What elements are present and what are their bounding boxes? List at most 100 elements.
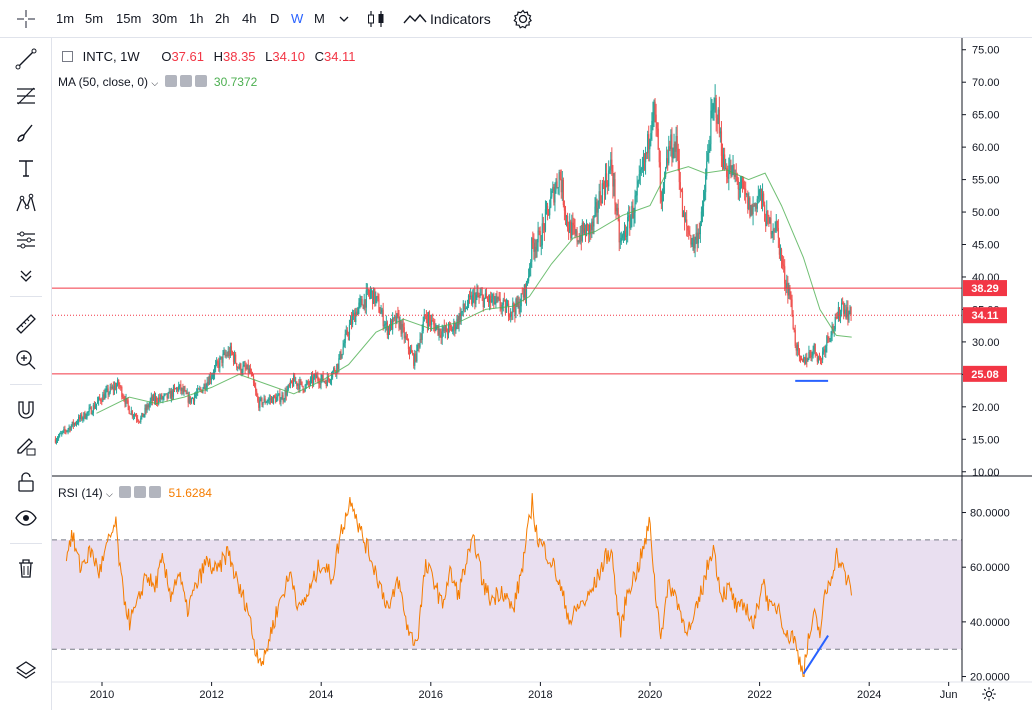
ruler-icon[interactable]: [12, 311, 40, 337]
candle-body: [163, 394, 165, 398]
candle-body: [541, 223, 543, 246]
close-icon[interactable]: [194, 75, 207, 87]
crosshair-icon[interactable]: [14, 7, 38, 36]
candle-body: [314, 374, 316, 378]
timeframe-1h[interactable]: 1h: [189, 11, 204, 26]
eye-toggle-icon[interactable]: [119, 486, 132, 498]
candle-body: [134, 415, 137, 417]
timeframe-m[interactable]: M: [314, 11, 325, 26]
timeframe-2h[interactable]: 2h: [215, 11, 230, 26]
timeframe-30m[interactable]: 30m: [152, 11, 178, 26]
timeframe-5m[interactable]: 5m: [85, 11, 104, 26]
candle-body: [63, 429, 65, 431]
layers-icon[interactable]: [12, 658, 40, 684]
candle-body: [425, 315, 427, 320]
candles-icon[interactable]: [366, 7, 386, 36]
candle-body: [400, 321, 402, 334]
eye-toggle-icon[interactable]: [164, 75, 177, 87]
trash-icon[interactable]: [12, 555, 40, 581]
unlock-icon[interactable]: [12, 469, 40, 495]
timeframe-4h[interactable]: 4h: [242, 11, 257, 26]
rsi-divergence-trendline[interactable]: [802, 634, 829, 675]
rsi-label[interactable]: RSI (14): [58, 486, 103, 500]
candle-body: [64, 429, 66, 431]
candle-body: [742, 182, 745, 189]
fib-tool-icon[interactable]: [12, 83, 40, 109]
candle-body: [339, 351, 341, 359]
rsi-axis[interactable]: 80.0000 60.0000 40.0000 20.0000: [962, 508, 1010, 684]
candle-body: [374, 288, 376, 303]
candle-body: [79, 416, 81, 419]
candle-body: [382, 309, 384, 326]
chevron-down-icon[interactable]: [336, 11, 352, 32]
chevron-down-icon[interactable]: ⌵: [151, 78, 159, 88]
candle-body: [764, 204, 766, 221]
gear-icon[interactable]: [511, 7, 535, 36]
candle-body: [296, 381, 298, 386]
timeframe-1m[interactable]: 1m: [56, 11, 75, 26]
candle-body: [716, 117, 718, 124]
ma-label[interactable]: MA (50, close, 0): [58, 75, 149, 89]
candle-body: [387, 327, 390, 336]
candle-body: [522, 294, 524, 298]
candle-body: [429, 320, 432, 325]
symbol-label[interactable]: INTC, 1W: [82, 49, 140, 64]
candle-body: [221, 356, 223, 363]
candle-body: [96, 401, 99, 404]
candle-body: [736, 176, 738, 181]
candle-body: [676, 136, 678, 149]
indicators-button[interactable]: Indicators: [430, 11, 491, 27]
candle-body: [677, 148, 679, 161]
chevron-double-down-icon[interactable]: [12, 262, 40, 288]
candle-body: [226, 354, 228, 356]
pattern-tool-icon[interactable]: [12, 191, 40, 217]
candle-body: [442, 326, 444, 332]
price-axis[interactable]: 75.0070.0065.0060.0055.0050.0045.0040.00…: [962, 45, 1000, 479]
candle-body: [386, 322, 388, 336]
indicators-icon[interactable]: [402, 7, 428, 36]
candle-body: [752, 205, 754, 215]
candle-body: [494, 301, 496, 305]
candle-body: [641, 167, 644, 169]
prediction-tool-icon[interactable]: [12, 227, 40, 253]
timeframe-d[interactable]: D: [270, 11, 280, 26]
candle-body: [393, 317, 395, 319]
candle-body: [480, 294, 482, 296]
lock-pencil-icon[interactable]: [12, 433, 40, 459]
candle-body: [745, 188, 747, 195]
zoom-in-icon[interactable]: [12, 347, 40, 373]
chevron-down-icon[interactable]: ⌵: [106, 489, 113, 499]
candle-body: [243, 365, 245, 367]
candle-body: [557, 187, 559, 189]
candle-body: [655, 114, 657, 123]
candle-body: [506, 303, 509, 306]
candle-body: [414, 353, 416, 366]
settings-icon[interactable]: [134, 486, 147, 498]
close-icon[interactable]: [149, 486, 162, 498]
settings-icon[interactable]: [179, 75, 192, 87]
candle-body: [719, 131, 721, 134]
candle-body: [295, 381, 297, 383]
text-tool-icon[interactable]: [12, 155, 40, 181]
timeframe-w[interactable]: W: [291, 11, 304, 26]
time-axis[interactable]: 2010 2012 2014 2016 2018 2020 2022 2024 Jun: [90, 682, 958, 701]
gear-icon[interactable]: [980, 685, 998, 708]
candle-body: [525, 281, 528, 299]
toolbar-divider: [10, 384, 42, 385]
candle-body: [789, 288, 791, 299]
candle-body: [68, 427, 70, 430]
candle-body: [151, 396, 153, 401]
candle-body: [574, 227, 576, 234]
timeframe-15m[interactable]: 15m: [116, 11, 142, 26]
magnet-icon[interactable]: [12, 397, 40, 423]
brush-tool-icon[interactable]: [12, 120, 40, 146]
candle-body: [217, 361, 219, 363]
eye-icon[interactable]: [12, 505, 40, 531]
candle-body: [152, 395, 155, 401]
candle-body: [795, 345, 797, 351]
collapse-icon[interactable]: [62, 51, 73, 62]
trendline-tool-icon[interactable]: [12, 46, 40, 72]
candle-body: [265, 402, 267, 404]
candle-body: [476, 291, 478, 295]
